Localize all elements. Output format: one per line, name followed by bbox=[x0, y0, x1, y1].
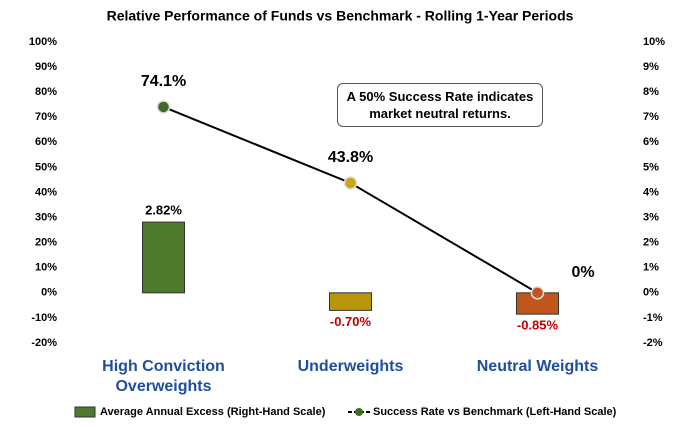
x-tick-label: High Conviction Overweights bbox=[102, 358, 225, 395]
line-value-label: 0% bbox=[572, 264, 595, 281]
y-tick-label: 50% bbox=[35, 161, 57, 173]
marker bbox=[530, 286, 545, 300]
bar bbox=[142, 221, 185, 294]
x-tick-label: Neutral Weights bbox=[476, 358, 599, 375]
y-tick-label: 0% bbox=[41, 287, 57, 299]
y-tick-label: 40% bbox=[35, 186, 57, 198]
legend-marker bbox=[355, 408, 363, 416]
legend-swatch bbox=[74, 406, 96, 418]
bar bbox=[329, 292, 372, 311]
y-tick-label: 70% bbox=[35, 111, 57, 123]
legend-label: Success Rate vs Benchmark (Left-Hand Sca… bbox=[373, 406, 617, 418]
y2-tick-label: 6% bbox=[643, 136, 659, 148]
bar-value-label: 2.82% bbox=[145, 203, 182, 218]
x-tick-label: Underweights bbox=[297, 358, 404, 375]
marker bbox=[156, 100, 171, 114]
chart-title: Relative Performance of Funds vs Benchma… bbox=[107, 8, 574, 24]
y2-tick-label: 9% bbox=[643, 61, 659, 73]
annotation: A 50% Success Rate indicates market neut… bbox=[337, 83, 543, 127]
marker bbox=[343, 176, 358, 190]
legend-label: Average Annual Excess (Right-Hand Scale) bbox=[100, 406, 326, 418]
y-tick-label: 10% bbox=[35, 262, 57, 274]
y2-tick-label: 1% bbox=[643, 262, 659, 274]
bar-value-label: -0.85% bbox=[517, 318, 559, 333]
y2-tick-label: 7% bbox=[643, 111, 659, 123]
y2-tick-label: 2% bbox=[643, 237, 659, 249]
y2-tick-label: 5% bbox=[643, 161, 659, 173]
y2-tick-label: -1% bbox=[643, 312, 663, 324]
y-tick-label: 20% bbox=[35, 237, 57, 249]
y-tick-label: 60% bbox=[35, 136, 57, 148]
y2-tick-label: 4% bbox=[643, 186, 659, 198]
y2-tick-label: 3% bbox=[643, 211, 659, 223]
y-tick-label: -20% bbox=[31, 337, 57, 349]
y-tick-label: 90% bbox=[35, 61, 57, 73]
y-tick-label: 100% bbox=[29, 36, 57, 48]
y-tick-label: 30% bbox=[35, 211, 57, 223]
y2-tick-label: -2% bbox=[643, 337, 663, 349]
line-value-label: 43.8% bbox=[328, 149, 373, 166]
line bbox=[163, 106, 539, 294]
bar-value-label: -0.70% bbox=[330, 314, 372, 329]
y2-tick-label: 10% bbox=[643, 36, 665, 48]
y-tick-label: 80% bbox=[35, 86, 57, 98]
y2-tick-label: 0% bbox=[643, 287, 659, 299]
y2-tick-label: 8% bbox=[643, 86, 659, 98]
line-value-label: 74.1% bbox=[141, 73, 186, 90]
y-tick-label: -10% bbox=[31, 312, 57, 324]
